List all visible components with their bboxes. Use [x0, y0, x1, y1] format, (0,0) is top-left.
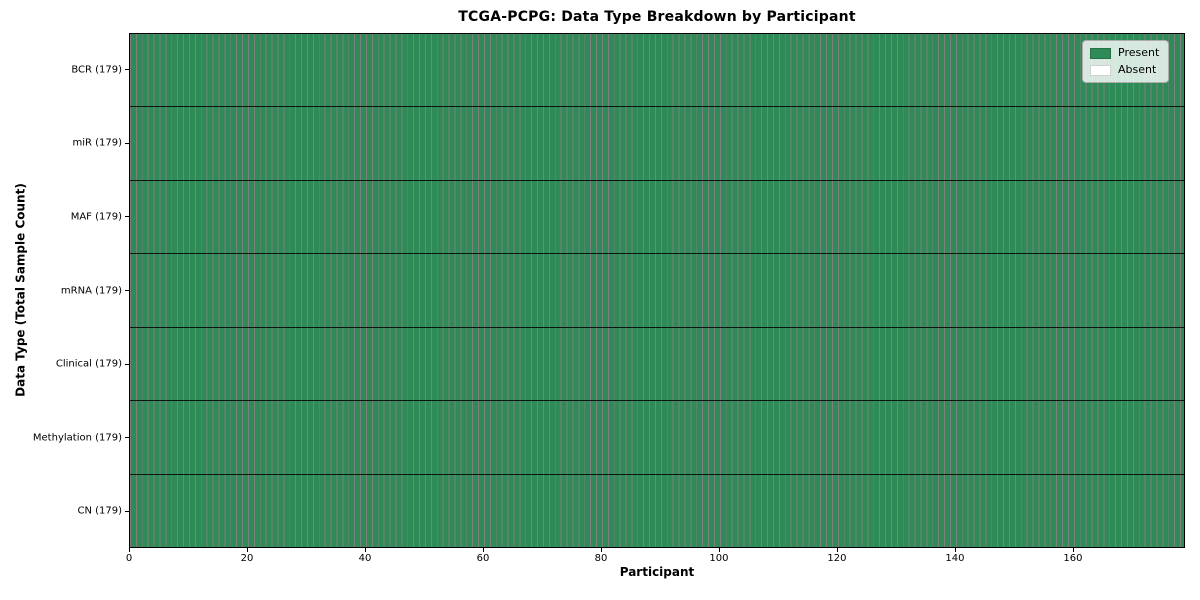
y-tick-mark	[125, 142, 129, 144]
x-axis-label: Participant	[619, 565, 695, 579]
y-tick-label: CN (179)	[77, 505, 122, 517]
heatmap-row-cn	[130, 473, 1184, 547]
x-tick-mark	[954, 548, 956, 552]
x-tick-label: 40	[358, 553, 372, 564]
legend-swatch-present-icon	[1090, 47, 1111, 59]
legend-label: Absent	[1118, 63, 1157, 76]
legend: Present Absent	[1082, 40, 1170, 83]
legend-swatch-absent-icon	[1090, 64, 1111, 76]
heatmap-row-bcr	[130, 34, 1184, 107]
x-tick-mark	[482, 548, 484, 552]
x-tick-mark	[129, 548, 130, 552]
y-tick-mark	[125, 510, 129, 512]
x-tick-label: 80	[594, 553, 608, 564]
y-tick-mark	[125, 437, 129, 439]
heatmap-row-maf	[130, 179, 1184, 254]
heatmap-row-methylation	[130, 400, 1184, 474]
x-tick-label: 0	[125, 553, 133, 564]
y-tick-label: Methylation (179)	[32, 432, 122, 444]
heatmap-plot-area	[129, 33, 1185, 548]
x-tick-mark	[246, 548, 248, 552]
heatmap-row-clinical	[130, 326, 1184, 401]
heatmap-row-mir	[130, 106, 1184, 180]
x-tick-label: 120	[827, 553, 847, 564]
y-tick-label: BCR (179)	[71, 64, 122, 76]
heatmap-row-mrna	[130, 253, 1184, 327]
x-tick-mark	[364, 548, 366, 552]
y-tick-label: mRNA (179)	[60, 285, 122, 296]
legend-label: Present	[1118, 46, 1160, 59]
x-tick-label: 20	[240, 553, 254, 564]
y-tick-mark	[125, 69, 129, 71]
x-tick-mark	[718, 548, 720, 552]
x-tick-label: 100	[709, 553, 729, 564]
legend-entry-present: Present	[1090, 47, 1159, 59]
x-tick-mark	[1072, 548, 1074, 552]
x-tick-label: 160	[1063, 553, 1083, 564]
x-tick-mark	[836, 548, 838, 552]
x-tick-label: 60	[476, 553, 490, 564]
y-tick-label: MAF (179)	[70, 211, 122, 223]
x-tick-mark	[600, 548, 602, 552]
legend-entry-absent: Absent	[1090, 64, 1159, 76]
y-tick-mark	[125, 363, 129, 365]
y-tick-label: Clinical (179)	[55, 358, 122, 370]
y-tick-label: miR (179)	[72, 137, 122, 149]
y-tick-mark	[125, 216, 129, 218]
chart-title: TCGA-PCPG: Data Type Breakdown by Partic…	[458, 9, 856, 25]
x-tick-label: 140	[945, 553, 965, 564]
y-tick-mark	[125, 290, 129, 291]
